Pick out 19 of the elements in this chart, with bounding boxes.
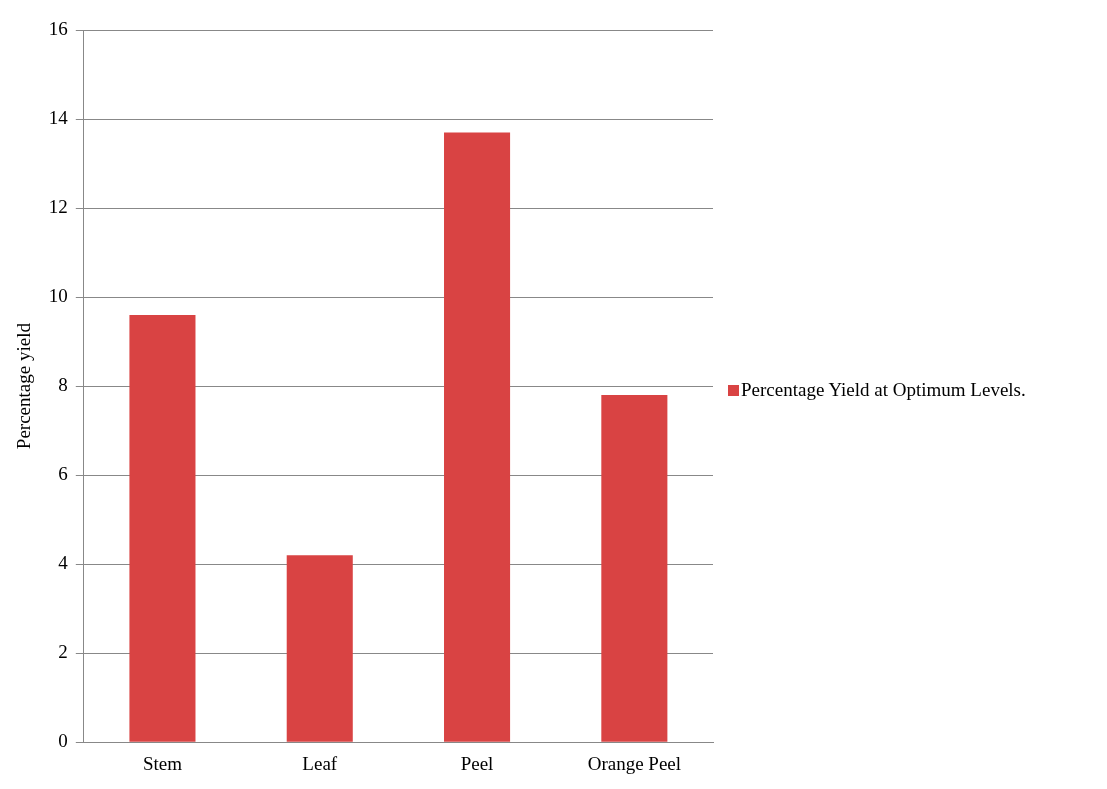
y-tick-label: 4 bbox=[58, 552, 69, 574]
bar bbox=[286, 555, 353, 742]
x-tick-label: Orange Peel bbox=[587, 752, 682, 774]
y-tick-label: 16 bbox=[48, 17, 68, 39]
bar bbox=[129, 314, 196, 742]
y-tick-label: 8 bbox=[58, 374, 68, 396]
y-tick-label: 0 bbox=[58, 730, 68, 752]
y-axis-title: Percentage yield bbox=[13, 322, 35, 450]
x-tick-label: Peel bbox=[460, 752, 494, 774]
x-tick-label: Leaf bbox=[302, 752, 338, 774]
y-tick-label: 14 bbox=[48, 107, 69, 129]
y-tick-label: 10 bbox=[48, 285, 68, 307]
x-tick-label: Stem bbox=[142, 752, 183, 774]
bar bbox=[601, 395, 668, 742]
legend-label: Percentage Yield at Optimum Levels. bbox=[741, 378, 1026, 402]
y-tick-label: 6 bbox=[58, 463, 68, 485]
y-tick-label: 2 bbox=[58, 641, 68, 663]
y-tick-label: 12 bbox=[48, 196, 68, 218]
bar bbox=[444, 132, 511, 742]
